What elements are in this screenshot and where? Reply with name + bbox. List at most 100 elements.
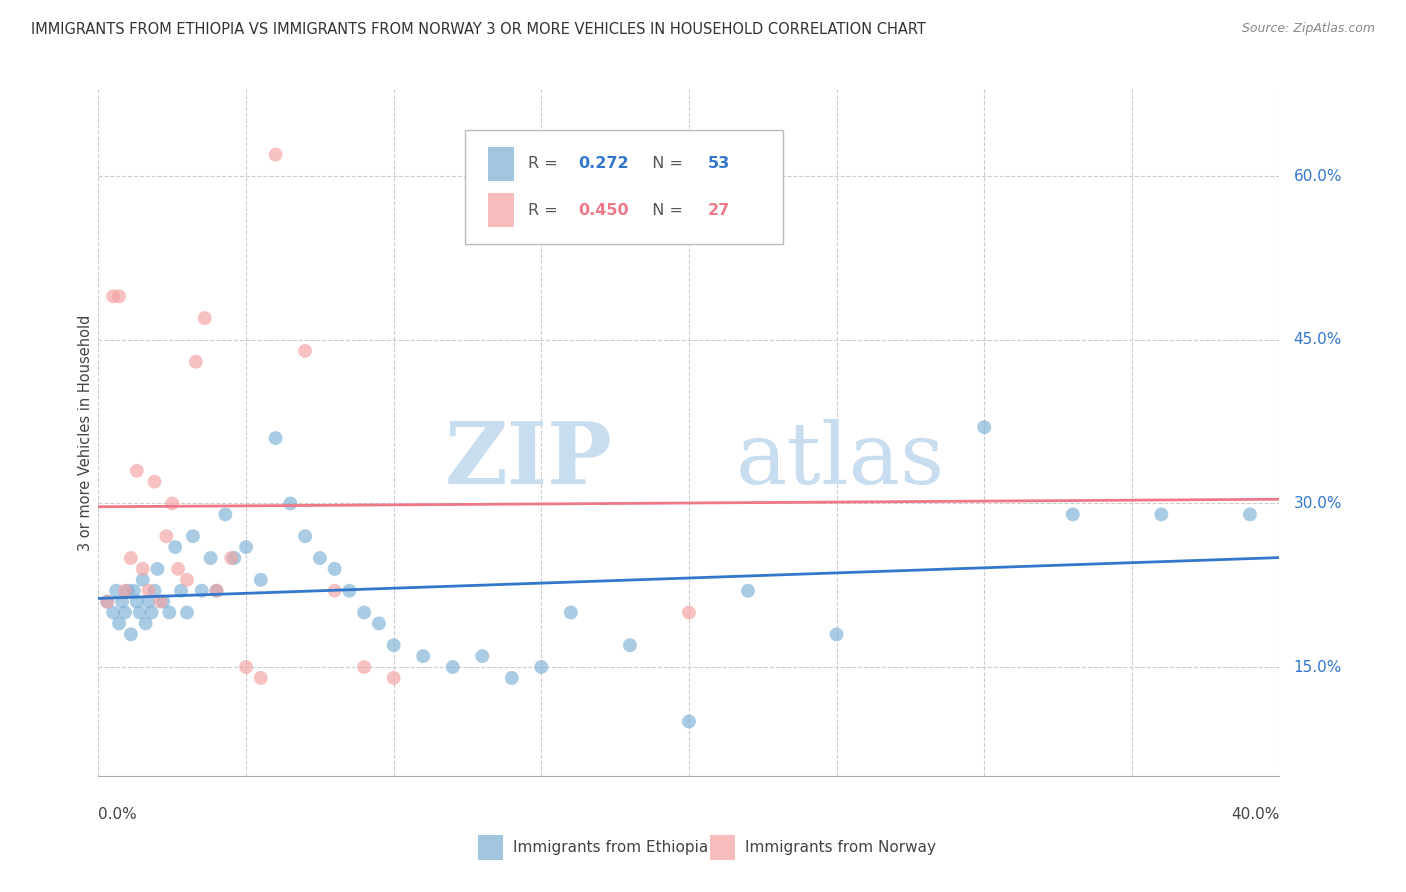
Text: N =: N = <box>641 156 688 171</box>
Point <box>152 594 174 608</box>
Point <box>678 714 700 729</box>
Point <box>138 594 160 608</box>
Point <box>105 583 128 598</box>
Point <box>96 594 118 608</box>
Text: ZIP: ZIP <box>444 418 612 502</box>
Text: R =: R = <box>529 203 564 218</box>
Point <box>294 343 316 358</box>
Point <box>114 606 136 620</box>
Point <box>323 562 346 576</box>
FancyBboxPatch shape <box>464 130 783 244</box>
Point <box>125 464 148 478</box>
Point <box>250 671 273 685</box>
Point <box>412 649 434 664</box>
Point <box>1150 508 1173 522</box>
Point <box>157 606 180 620</box>
Text: 0.272: 0.272 <box>578 156 628 171</box>
Text: 40.0%: 40.0% <box>1232 807 1279 822</box>
Point <box>167 562 190 576</box>
Point <box>973 420 995 434</box>
Point <box>1062 508 1084 522</box>
Point <box>181 529 204 543</box>
Point <box>132 573 155 587</box>
Point <box>165 540 187 554</box>
Point <box>825 627 848 641</box>
Point <box>337 583 360 598</box>
Point <box>194 311 217 326</box>
Y-axis label: 3 or more Vehicles in Household: 3 or more Vehicles in Household <box>77 315 93 550</box>
Point <box>176 606 198 620</box>
Point <box>214 508 236 522</box>
Point <box>125 594 148 608</box>
Text: atlas: atlas <box>737 418 945 501</box>
Point <box>138 583 160 598</box>
Point <box>250 573 273 587</box>
Point <box>149 594 172 608</box>
Point <box>114 583 136 598</box>
Point <box>103 289 125 303</box>
Point <box>176 573 198 587</box>
Point <box>191 583 214 598</box>
Point <box>530 660 553 674</box>
Point <box>170 583 193 598</box>
Point <box>382 638 405 652</box>
Bar <box>710 835 735 860</box>
Bar <box>488 194 515 227</box>
Point <box>501 671 523 685</box>
Text: Source: ZipAtlas.com: Source: ZipAtlas.com <box>1241 22 1375 36</box>
Point <box>382 671 405 685</box>
Point <box>219 551 242 566</box>
Point <box>441 660 464 674</box>
Point <box>294 529 316 543</box>
Point <box>120 627 142 641</box>
Point <box>143 475 166 489</box>
Point <box>560 606 582 620</box>
Point <box>135 616 157 631</box>
Point <box>162 496 183 510</box>
Point <box>737 583 759 598</box>
Point <box>117 583 139 598</box>
Point <box>530 180 553 194</box>
Point <box>143 583 166 598</box>
Point <box>224 551 246 566</box>
Point <box>264 431 287 445</box>
Text: Immigrants from Ethiopia: Immigrants from Ethiopia <box>513 840 709 855</box>
Point <box>141 606 163 620</box>
Point <box>278 496 302 510</box>
Text: 0.450: 0.450 <box>578 203 628 218</box>
Point <box>96 594 118 608</box>
Point <box>235 660 257 674</box>
Text: IMMIGRANTS FROM ETHIOPIA VS IMMIGRANTS FROM NORWAY 3 OR MORE VEHICLES IN HOUSEHO: IMMIGRANTS FROM ETHIOPIA VS IMMIGRANTS F… <box>31 22 925 37</box>
Point <box>184 355 207 369</box>
Point <box>264 147 287 161</box>
Point <box>111 594 134 608</box>
Point <box>235 540 257 554</box>
Point <box>103 606 125 620</box>
Point <box>108 616 131 631</box>
Point <box>146 562 169 576</box>
Point <box>368 616 391 631</box>
Text: N =: N = <box>641 203 688 218</box>
Point <box>205 583 228 598</box>
Text: 27: 27 <box>707 203 730 218</box>
Text: 60.0%: 60.0% <box>1294 169 1343 184</box>
Text: 0.0%: 0.0% <box>98 807 138 822</box>
Point <box>353 606 375 620</box>
Text: Immigrants from Norway: Immigrants from Norway <box>745 840 936 855</box>
Point <box>309 551 332 566</box>
Point <box>205 583 228 598</box>
Point <box>128 606 150 620</box>
Point <box>155 529 177 543</box>
Point <box>132 562 155 576</box>
Point <box>678 606 700 620</box>
Point <box>471 649 494 664</box>
Point <box>108 289 131 303</box>
Point <box>619 638 641 652</box>
Point <box>1239 508 1261 522</box>
Bar <box>478 835 503 860</box>
Point <box>323 583 346 598</box>
Text: 30.0%: 30.0% <box>1294 496 1343 511</box>
Text: 45.0%: 45.0% <box>1294 333 1341 348</box>
Point <box>120 551 142 566</box>
Point <box>200 551 222 566</box>
